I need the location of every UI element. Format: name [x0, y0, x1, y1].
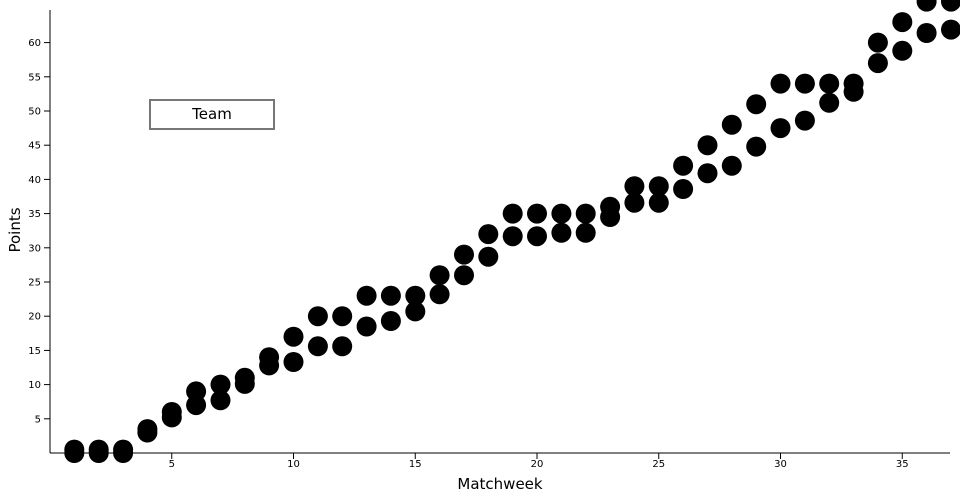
data-point — [332, 306, 353, 327]
y-tick-label: 45 — [28, 141, 41, 152]
x-tick-label: 35 — [896, 459, 909, 470]
data-point — [673, 179, 694, 199]
y-tick-label: 15 — [28, 346, 41, 357]
y-tick-label: 50 — [28, 107, 41, 118]
data-point — [356, 316, 377, 337]
data-point — [770, 118, 791, 139]
data-point — [746, 136, 767, 157]
data-point — [454, 265, 474, 286]
x-tick-label: 20 — [531, 459, 544, 470]
data-point — [648, 192, 669, 213]
data-point — [794, 73, 815, 94]
data-point — [746, 94, 767, 115]
y-tick-label: 30 — [28, 243, 41, 254]
data-point — [770, 73, 791, 94]
data-point — [527, 226, 547, 247]
data-point — [332, 336, 353, 357]
data-point — [624, 192, 645, 213]
data-point — [478, 224, 499, 245]
data-point — [234, 373, 255, 394]
data-point — [941, 19, 960, 40]
x-axis-title: Matchweek — [457, 475, 542, 493]
data-point — [307, 306, 328, 327]
data-point — [551, 203, 572, 224]
data-point — [356, 285, 377, 306]
data-point — [843, 81, 864, 102]
data-point — [575, 203, 596, 224]
x-tick-label: 10 — [287, 459, 300, 470]
data-point — [502, 226, 523, 247]
data-point — [600, 207, 621, 227]
data-point — [186, 395, 207, 416]
data-point — [283, 326, 304, 347]
data-point — [527, 203, 547, 224]
data-point — [697, 163, 718, 184]
data-point — [892, 12, 913, 33]
data-point — [210, 390, 231, 411]
data-point — [64, 443, 85, 463]
team-input-value[interactable]: Team — [191, 105, 232, 123]
x-tick-label: 5 — [169, 459, 175, 470]
y-tick-label: 40 — [28, 175, 41, 186]
data-point — [819, 73, 840, 94]
data-point — [113, 443, 134, 463]
data-point — [380, 285, 401, 306]
data-point — [429, 265, 450, 286]
data-point — [892, 40, 913, 61]
axis-ticks: 5 10 15 20 25 30 35 5 10 15 20 25 30 35 40 45 50 55 60 — [28, 38, 908, 470]
data-point — [210, 374, 231, 395]
data-point — [429, 284, 450, 305]
data-point — [697, 135, 718, 156]
x-tick-label: 25 — [652, 459, 665, 470]
data-point — [283, 352, 304, 372]
data-points — [64, 0, 960, 463]
team-input-box[interactable] — [149, 99, 275, 130]
data-point — [867, 32, 888, 53]
data-point — [867, 53, 888, 74]
data-point — [454, 244, 474, 265]
data-point — [624, 176, 645, 197]
x-tick-label: 15 — [409, 459, 422, 470]
data-point — [478, 246, 499, 267]
team-input[interactable]: Team — [149, 99, 275, 130]
data-point — [575, 222, 596, 243]
data-point — [721, 114, 742, 135]
x-tick-label: 30 — [774, 459, 787, 470]
data-point — [259, 355, 280, 376]
y-tick-label: 35 — [28, 209, 41, 220]
data-point — [161, 407, 182, 428]
data-point — [551, 222, 572, 243]
data-point — [502, 203, 523, 224]
y-tick-label: 20 — [28, 312, 41, 323]
y-tick-label: 5 — [35, 414, 41, 425]
y-tick-label: 55 — [28, 72, 41, 83]
data-point — [916, 0, 937, 12]
data-point — [380, 311, 401, 331]
data-point — [405, 285, 426, 306]
data-point — [405, 301, 426, 322]
data-point — [137, 422, 158, 443]
data-point — [721, 155, 742, 176]
data-point — [648, 176, 669, 197]
data-point — [88, 443, 109, 463]
data-point — [794, 110, 815, 131]
y-tick-label: 60 — [28, 38, 41, 49]
data-point — [673, 155, 694, 176]
y-axis-title: Points — [6, 207, 24, 252]
y-tick-label: 10 — [28, 380, 41, 391]
y-tick-label: 25 — [28, 278, 41, 289]
data-point — [941, 0, 960, 12]
data-point — [307, 336, 328, 357]
data-point — [819, 92, 840, 113]
data-point — [916, 23, 937, 43]
data-point — [186, 381, 207, 402]
